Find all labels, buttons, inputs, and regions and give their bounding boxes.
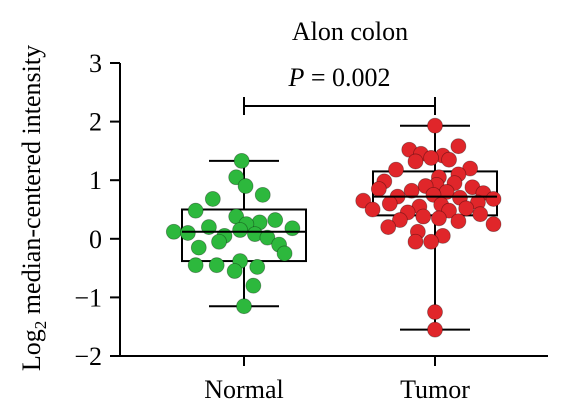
data-point	[485, 191, 502, 207]
data-point	[249, 259, 266, 275]
data-point	[190, 239, 207, 256]
p-value-label: P = 0.002	[287, 63, 390, 92]
data-point	[403, 182, 420, 199]
data-point	[165, 223, 182, 240]
data-point	[204, 191, 221, 207]
data-point	[430, 210, 447, 227]
data-point	[407, 233, 424, 250]
data-point	[423, 150, 440, 166]
data-point	[381, 195, 398, 212]
data-point	[450, 213, 467, 230]
data-point	[441, 151, 457, 168]
y-tick-label: −1	[74, 283, 102, 312]
data-point	[179, 225, 196, 241]
y-axis-label: Log2 median-centered intensity	[17, 45, 50, 371]
x-tick-label: Normal	[204, 375, 283, 404]
data-point	[208, 257, 225, 274]
series-normal	[165, 152, 307, 315]
data-point	[415, 208, 432, 225]
data-point	[254, 186, 271, 203]
data-point	[259, 229, 276, 246]
data-point	[370, 181, 387, 197]
data-point	[472, 206, 489, 223]
data-point	[427, 117, 443, 134]
data-point	[388, 161, 404, 178]
y-tick-label: 3	[89, 49, 102, 78]
data-point	[276, 245, 293, 262]
data-point	[427, 304, 443, 320]
y-tick-label: 1	[89, 166, 102, 195]
data-point	[427, 321, 443, 338]
data-point	[458, 200, 475, 217]
data-point	[407, 153, 424, 170]
data-point	[284, 220, 301, 237]
chart-title: Alon colon	[292, 17, 408, 46]
data-point	[236, 298, 252, 315]
y-tick-label: −2	[74, 342, 102, 371]
series-layer	[165, 117, 502, 338]
data-point	[233, 152, 250, 169]
data-point	[423, 233, 440, 250]
data-point	[245, 277, 262, 294]
data-point	[211, 233, 227, 250]
axes: 3 2 1 0 −1 −2 Normal Tumor	[74, 49, 548, 404]
data-point	[364, 201, 381, 218]
data-point	[237, 178, 254, 194]
data-point	[450, 138, 467, 155]
series-tumor	[355, 117, 502, 338]
y-tick-label: 0	[89, 225, 102, 254]
data-point	[485, 216, 502, 233]
data-point	[226, 263, 243, 279]
data-point	[232, 222, 249, 238]
data-point	[391, 212, 408, 228]
data-point	[380, 219, 397, 235]
x-tick-label: Tumor	[400, 375, 470, 404]
data-point	[228, 169, 245, 186]
data-point	[187, 202, 204, 219]
data-point	[355, 192, 372, 209]
y-tick-label: 2	[89, 108, 102, 137]
significance-annotation: P = 0.002	[243, 63, 436, 115]
data-point	[267, 212, 284, 228]
data-point	[187, 257, 204, 274]
